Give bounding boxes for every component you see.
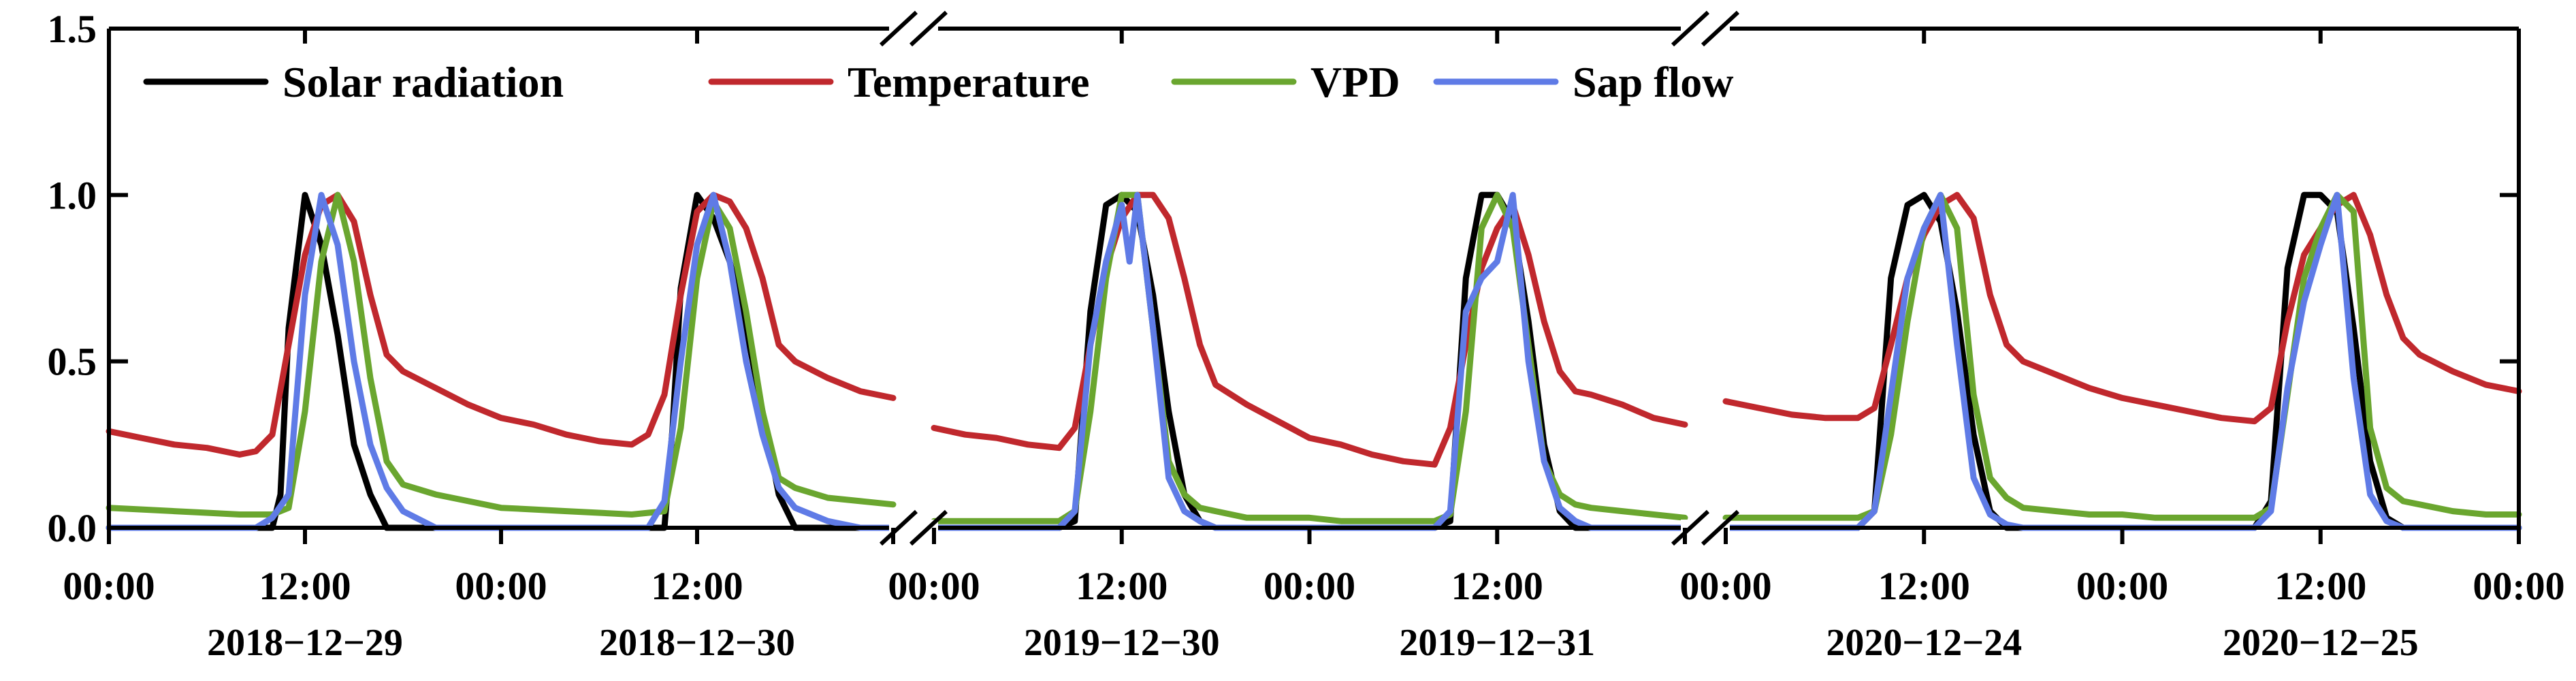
x-tick-label: 12:00 [651, 564, 743, 608]
x-tick-label: 00:00 [1679, 564, 1771, 608]
x-tick-label: 00:00 [1263, 564, 1355, 608]
axis-break-mark-1-bottom-2 [909, 509, 948, 546]
series-layer [106, 191, 2522, 531]
date-label: 2020−12−25 [2223, 622, 2419, 664]
y-tick-label: 0.0 [48, 506, 97, 550]
date-label: 2019−12−31 [1399, 622, 1595, 664]
x-tick-label: 00:00 [63, 564, 155, 608]
series-line-temperature-segment-3 [1722, 191, 2522, 425]
x-tick-label: 12:00 [1878, 564, 1970, 608]
x-tick-label: 00:00 [2473, 564, 2564, 608]
series-line-sap-flow-segment-2 [931, 191, 1688, 531]
legend-label-vpd: VPD [1310, 58, 1400, 106]
series-line-temperature-segment-1 [106, 191, 897, 458]
y-tick-label: 1.5 [48, 7, 97, 51]
series-line-vpd-segment-2 [931, 191, 1688, 524]
x-tick-label: 12:00 [2274, 564, 2366, 608]
series-line-solar-radiation-segment-2 [931, 191, 1688, 531]
axis-layer [107, 10, 2521, 546]
axis-break-mark-2-top-2 [1701, 10, 1740, 47]
axis-break-mark-1-top-1 [879, 10, 918, 47]
axis-break-mark-2-top-1 [1671, 10, 1710, 47]
series-line-vpd-segment-3 [1722, 191, 2522, 521]
series-line-vpd-segment-1 [106, 191, 897, 518]
legend-label-sap-flow: Sap flow [1573, 58, 1734, 106]
date-label: 2018−12−30 [599, 622, 795, 664]
x-tick-label: 00:00 [2076, 564, 2168, 608]
axis-break-mark-1-top-2 [909, 10, 948, 47]
legend: Solar radiation Temperature VPD Sap flow [143, 58, 1734, 106]
legend-label-solar-radiation: Solar radiation [283, 58, 564, 106]
date-label: 2018−12−29 [207, 622, 403, 664]
x-tick-label: 00:00 [455, 564, 547, 608]
y-tick-label: 0.5 [48, 340, 97, 384]
axis-break-mark-2-bottom-1 [1671, 509, 1710, 546]
series-line-temperature-segment-2 [931, 191, 1688, 468]
axis-break-mark-2-bottom-2 [1701, 509, 1740, 546]
tick-labels: 0.0 0.5 1.0 1.5 00:00 12:00 00:00 12:00 2018−12−… [48, 7, 2565, 664]
x-tick-label: 00:00 [888, 564, 980, 608]
date-label: 2020−12−24 [1826, 622, 2022, 664]
series-line-sap-flow-segment-3 [1722, 191, 2522, 531]
series-line-sap-flow-segment-1 [106, 191, 897, 531]
x-tick-label: 12:00 [1451, 564, 1543, 608]
series-line-solar-radiation-segment-3 [1722, 191, 2522, 531]
legend-label-temperature: Temperature [848, 58, 1090, 106]
y-tick-label: 1.0 [48, 173, 97, 217]
axis-break-mark-1-bottom-1 [879, 509, 918, 546]
date-label: 2019−12−30 [1024, 622, 1220, 664]
x-tick-label: 12:00 [259, 564, 351, 608]
x-tick-label: 12:00 [1076, 564, 1168, 608]
